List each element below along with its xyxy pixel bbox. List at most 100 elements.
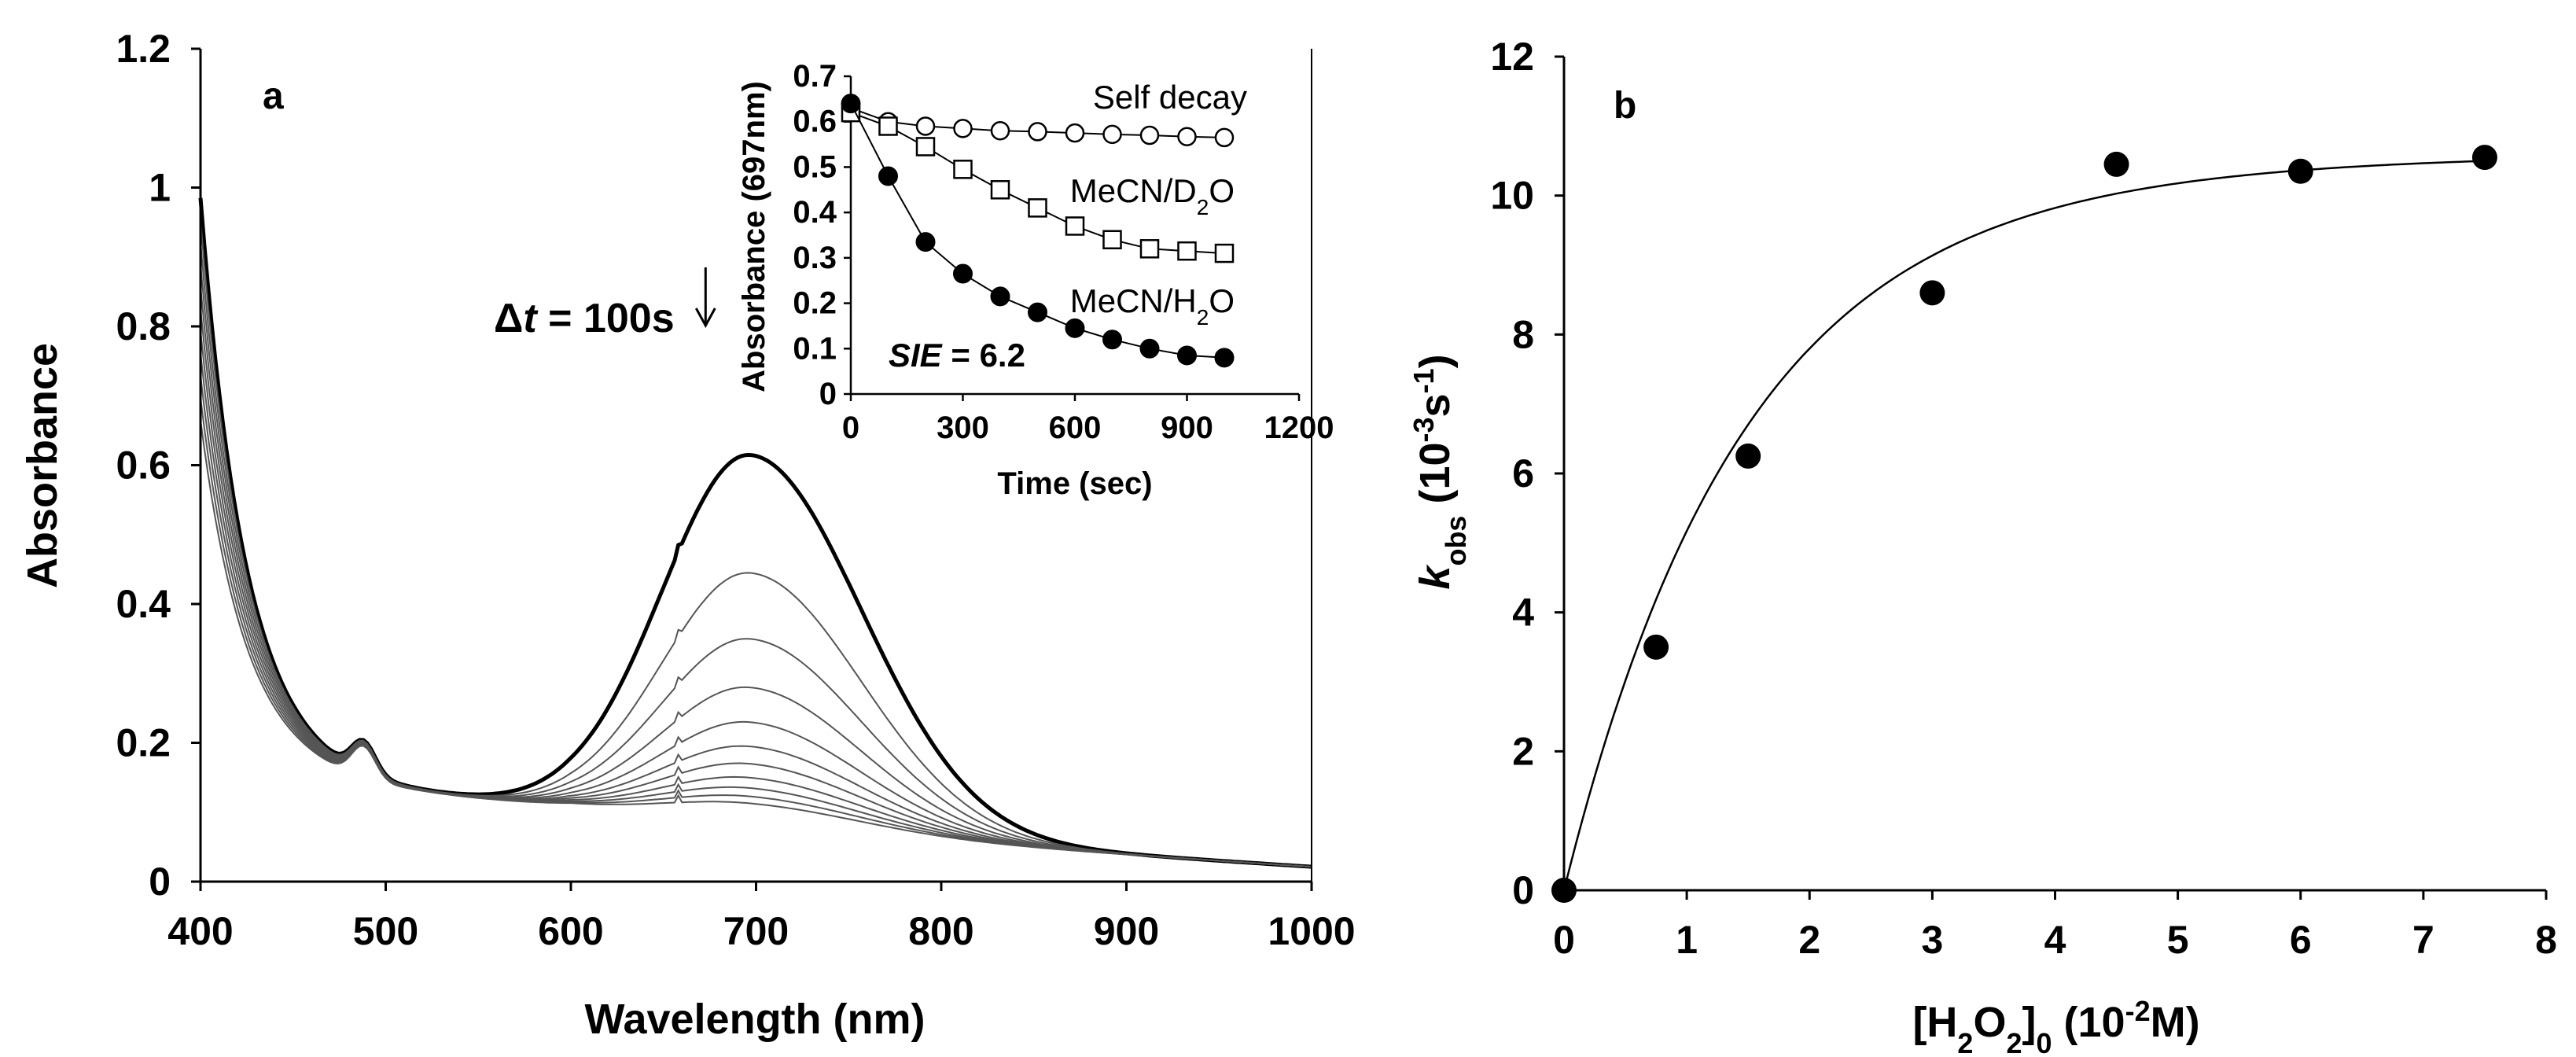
inset-chart: 0 0.1 0.2 0.3 0.4 0.5 0.6 0.7 0 300 600 900 1200 Ti…: [737, 59, 1334, 501]
x-tick-label: 400: [167, 909, 233, 953]
y-tick-label: 8: [1512, 312, 1534, 356]
data-point: [2471, 145, 2497, 171]
inset-y-tick-label: 0.6: [793, 105, 837, 139]
inset-x-axis-label: Time (sec): [997, 466, 1152, 501]
data-point: [1919, 280, 1945, 306]
x-tick-label: 6: [2290, 918, 2312, 962]
x-axis-label-b: [H2O2]0 (10-2M): [1912, 995, 2199, 1057]
chart-a: 0 0.2 0.4 0.6 0.8 1 1.2 400 500 600 700 800 900 1000…: [19, 27, 1356, 1043]
y-axis-label-a: Absorbance: [19, 343, 66, 588]
inset-point: [1139, 125, 1160, 145]
inset-series: [841, 94, 1235, 368]
data-point: [1551, 878, 1577, 903]
inset-point: [1102, 230, 1122, 250]
inset-point: [1102, 330, 1122, 350]
data-points-b: [1551, 145, 2497, 903]
inset-point: [878, 166, 898, 186]
x-ticks-b: 0 1 2 3 4 5 6 7 8: [1553, 890, 2557, 962]
inset-y-axis-label: Absorbance (697nm): [737, 81, 771, 392]
inset-point: [1214, 243, 1235, 263]
panel-label-b: b: [1614, 85, 1636, 127]
spectra-curves: [198, 197, 1312, 869]
legend-self-decay: Self decay: [1093, 79, 1247, 116]
inset-y-tick-label: 0.3: [793, 241, 837, 275]
inset-point: [1065, 123, 1085, 143]
y-ticks-b: 0 2 4 6 8 10 12: [1490, 35, 1564, 912]
data-point: [1643, 634, 1669, 660]
x-axis-label-a: Wavelength (nm): [584, 996, 925, 1043]
data-point: [2287, 158, 2313, 184]
inset-x-tick-label: 1200: [1264, 411, 1334, 445]
x-tick-label: 5: [2167, 918, 2189, 962]
inset-series-1: [841, 102, 1235, 263]
x-tick-label: 2: [1798, 918, 1820, 962]
x-tick-label: 800: [908, 909, 973, 953]
inset-point: [1028, 198, 1047, 218]
y-tick-label: 10: [1490, 174, 1534, 218]
inset-point: [953, 263, 973, 284]
inset-point: [1214, 127, 1235, 148]
y-tick-label: 0.8: [116, 304, 171, 348]
inset-y-tick-label: 0: [819, 377, 837, 411]
y-tick-label: 1: [149, 166, 171, 210]
inset-point: [915, 232, 936, 252]
y-tick-label: 6: [1512, 451, 1534, 495]
y-tick-label: 12: [1490, 35, 1534, 79]
inset-point: [1065, 318, 1085, 338]
y-tick-label: 1.2: [116, 27, 171, 71]
inset-point: [953, 119, 973, 138]
inset-point: [1177, 345, 1197, 366]
inset-y-tick-label: 0.4: [793, 195, 837, 230]
x-tick-label: 3: [1921, 918, 1943, 962]
y-tick-label: 0.2: [116, 721, 171, 765]
inset-x-tick-label: 600: [1049, 411, 1102, 445]
x-tick-label: 1: [1676, 918, 1698, 962]
inset-x-tick-label: 0: [842, 411, 859, 445]
inset-point: [1102, 124, 1122, 145]
inset-y-tick-label: 0.7: [793, 59, 837, 94]
y-tick-label: 0: [149, 860, 171, 904]
legend-mecn-d2o: MeCN/D2O: [1070, 172, 1235, 219]
y-tick-label: 0.6: [116, 444, 171, 488]
inset-y-tick-label: 0.2: [793, 286, 837, 321]
panel-label-a: a: [263, 76, 284, 117]
y-ticks-a: 0 0.2 0.4 0.6 0.8 1 1.2: [116, 27, 201, 904]
x-tick-label: 8: [2535, 918, 2557, 962]
x-tick-label: 500: [353, 909, 418, 953]
y-tick-label: 4: [1512, 591, 1534, 635]
inset-point: [1139, 239, 1160, 259]
inset-series-2: [841, 94, 1235, 368]
x-tick-label: 0: [1553, 918, 1575, 962]
spectrum-t10: [200, 419, 1312, 868]
x-tick-label: 4: [2044, 918, 2066, 962]
inset-y-tick-label: 0.5: [793, 149, 837, 184]
inset-point: [878, 116, 898, 136]
y-tick-label: 0.4: [116, 582, 171, 626]
time-arrow-icon: [694, 267, 716, 329]
y-axis-label-b: kobs (10-3s-1): [1408, 354, 1472, 589]
inset-point: [1065, 216, 1085, 236]
x-tick-label: 900: [1094, 909, 1159, 953]
y-tick-label: 2: [1512, 729, 1534, 773]
inset-point: [1177, 127, 1197, 147]
legend-mecn-h2o: MeCN/H2O: [1070, 282, 1235, 330]
fit-curve: [1562, 160, 2485, 891]
inset-x-tick-label: 300: [937, 411, 989, 445]
x-tick-label: 1000: [1268, 909, 1355, 953]
inset-point: [990, 286, 1010, 307]
inset-y-tick-label: 0.1: [793, 331, 837, 366]
y-tick-label: 0: [1512, 868, 1534, 912]
inset-point: [1028, 302, 1047, 322]
inset-x-ticks: 0 300 600 900 1200: [842, 394, 1334, 445]
data-point: [2103, 151, 2129, 177]
inset-point: [1028, 122, 1047, 142]
inset-point: [1139, 338, 1160, 359]
inset-point: [1214, 348, 1235, 368]
inset-point: [1177, 241, 1197, 261]
inset-point: [915, 116, 936, 136]
inset-point: [953, 160, 973, 179]
x-tick-label: 600: [538, 909, 603, 953]
delta-t-annotation: Δt = 100s: [494, 296, 675, 341]
x-tick-label: 700: [723, 909, 789, 953]
